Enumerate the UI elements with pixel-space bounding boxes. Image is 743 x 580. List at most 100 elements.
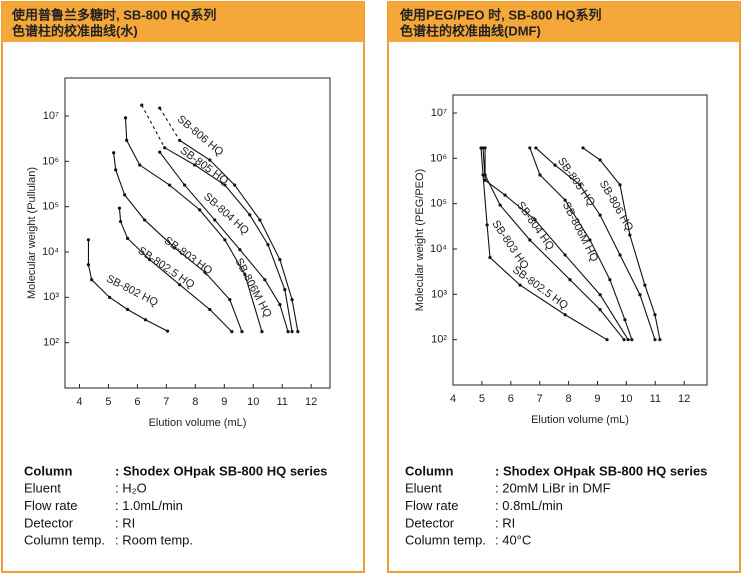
x-tick-label: 11 bbox=[650, 393, 661, 405]
condition-label: Column temp. bbox=[405, 533, 486, 548]
data-point bbox=[260, 330, 264, 334]
data-point bbox=[630, 338, 634, 342]
x-tick-label: 6 bbox=[134, 396, 140, 408]
y-tick-label: 10⁴ bbox=[42, 246, 59, 258]
y-tick-label: 10⁷ bbox=[431, 107, 447, 119]
y-tick-label: 10⁵ bbox=[42, 201, 59, 213]
condition-value: : 20mM LiBr in DMF bbox=[495, 481, 611, 496]
curve bbox=[141, 104, 293, 332]
y-tick-label: 10² bbox=[43, 337, 59, 349]
data-point bbox=[165, 329, 170, 333]
data-point bbox=[238, 248, 242, 252]
y-axis-label: Molecular weight (Pullulan) bbox=[26, 167, 38, 299]
data-point bbox=[223, 183, 227, 187]
condition-label: Flow rate bbox=[24, 498, 77, 513]
data-point bbox=[483, 178, 487, 182]
data-point bbox=[183, 183, 187, 187]
condition-value: : Shodex OHpak SB-800 HQ series bbox=[115, 463, 327, 478]
x-axis-label: Elution volume (mL) bbox=[149, 417, 247, 429]
x-tick-label: 11 bbox=[277, 396, 288, 408]
data-point bbox=[86, 263, 91, 267]
data-point bbox=[112, 151, 116, 155]
data-point bbox=[208, 307, 212, 312]
condition-value: : H₂O bbox=[115, 481, 147, 496]
condition-label: Detector bbox=[405, 515, 455, 530]
data-point bbox=[485, 223, 489, 227]
data-point bbox=[534, 146, 538, 150]
y-tick-label: 10³ bbox=[431, 288, 447, 300]
data-point bbox=[598, 308, 602, 312]
condition-value: : 40°C bbox=[495, 533, 531, 548]
data-point bbox=[283, 288, 287, 292]
data-point bbox=[230, 330, 234, 334]
y-axis-label: Molecular weight (PEG/PEO) bbox=[414, 169, 426, 311]
data-point bbox=[653, 313, 657, 317]
data-point bbox=[598, 293, 602, 297]
data-point bbox=[158, 150, 162, 154]
curve bbox=[124, 117, 263, 332]
data-point bbox=[278, 258, 282, 262]
data-point bbox=[581, 146, 585, 150]
data-point bbox=[626, 338, 630, 342]
x-tick-label: 10 bbox=[620, 393, 632, 405]
condition-label: Detector bbox=[24, 515, 74, 530]
data-point bbox=[553, 163, 557, 167]
data-point bbox=[240, 330, 244, 334]
x-tick-label: 8 bbox=[566, 393, 572, 405]
data-point bbox=[608, 278, 612, 282]
data-point bbox=[123, 193, 127, 197]
data-point bbox=[533, 218, 537, 222]
data-point bbox=[528, 146, 532, 150]
data-point bbox=[563, 313, 567, 317]
y-tick-label: 10⁷ bbox=[43, 110, 59, 122]
data-point bbox=[286, 330, 290, 334]
plot-frame bbox=[64, 77, 331, 389]
data-point bbox=[143, 218, 147, 222]
x-tick-label: 5 bbox=[479, 393, 485, 405]
condition-label: Eluent bbox=[405, 481, 442, 496]
condition-label: Column temp. bbox=[24, 533, 105, 548]
panel-title: 色谱柱的校准曲线(水) bbox=[12, 23, 138, 38]
data-point bbox=[228, 298, 232, 302]
data-point bbox=[140, 103, 144, 107]
condition-label: Column bbox=[24, 463, 72, 478]
data-point bbox=[528, 238, 532, 242]
x-tick-label: 10 bbox=[247, 396, 259, 408]
condition-value: : Shodex OHpak SB-800 HQ series bbox=[495, 463, 707, 478]
y-tick-label: 10⁴ bbox=[430, 243, 447, 255]
condition-value: : 0.8mL/min bbox=[495, 498, 563, 513]
data-point bbox=[86, 238, 91, 242]
data-point bbox=[173, 246, 177, 250]
data-point bbox=[158, 106, 162, 110]
x-tick-label: 9 bbox=[221, 396, 227, 408]
data-point bbox=[628, 233, 632, 237]
data-point bbox=[623, 318, 627, 322]
y-tick-label: 10³ bbox=[43, 291, 59, 303]
condition-label: Eluent bbox=[24, 481, 61, 496]
data-point bbox=[653, 338, 657, 342]
data-point bbox=[563, 198, 567, 202]
data-point bbox=[167, 183, 172, 187]
data-point bbox=[290, 298, 294, 302]
data-point bbox=[481, 146, 485, 150]
data-point bbox=[258, 218, 262, 222]
data-point bbox=[198, 208, 202, 212]
data-point bbox=[208, 158, 212, 162]
x-tick-label: 7 bbox=[537, 393, 543, 405]
data-point bbox=[503, 193, 507, 197]
condition-value: : RI bbox=[115, 515, 135, 530]
data-point bbox=[622, 338, 626, 342]
data-point bbox=[203, 270, 207, 274]
data-point bbox=[243, 272, 247, 277]
condition-value: : 1.0mL/min bbox=[115, 498, 183, 513]
panel-title: 使用PEG/PEO 时, SB-800 HQ系列 bbox=[399, 7, 602, 22]
data-point bbox=[296, 330, 300, 334]
data-point bbox=[578, 183, 582, 187]
data-point bbox=[290, 330, 294, 334]
x-tick-label: 4 bbox=[450, 393, 456, 405]
data-point bbox=[538, 173, 542, 177]
x-tick-label: 4 bbox=[76, 396, 82, 408]
x-tick-label: 6 bbox=[508, 393, 514, 405]
data-point bbox=[488, 255, 492, 260]
